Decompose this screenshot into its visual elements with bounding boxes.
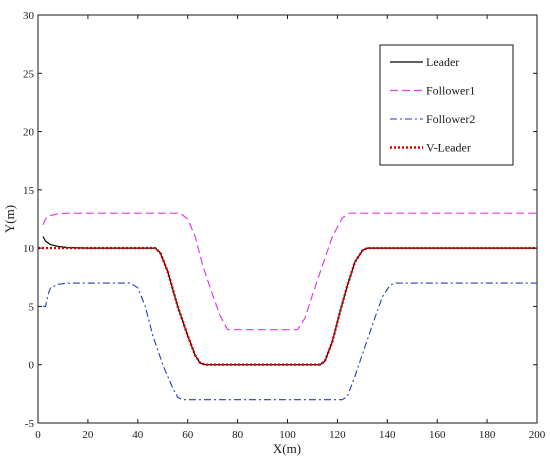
legend-label-follower2: Follower2: [426, 112, 475, 126]
y-tick-label: 20: [23, 127, 35, 139]
series-line-follower1: [42, 212, 537, 331]
y-tick-label: 0: [29, 360, 35, 372]
series-line-v-leader: [38, 246, 537, 366]
legend-label-leader: Leader: [426, 55, 459, 69]
x-tick-label: 160: [429, 429, 446, 441]
x-tick-label: 100: [279, 429, 296, 441]
x-tick-label: 40: [132, 429, 144, 441]
legend-box: [379, 44, 514, 166]
y-axis-label: Y(m): [2, 205, 17, 233]
y-tick-label: -5: [25, 418, 35, 430]
legend-label-v-leader: V-Leader: [426, 141, 471, 155]
y-tick-label: 5: [29, 301, 35, 313]
x-axis-label: X(m): [273, 441, 301, 456]
x-tick-label: 140: [379, 429, 396, 441]
x-tick-label: 60: [182, 429, 194, 441]
series-layer: [38, 212, 537, 401]
x-tick-label: 20: [82, 429, 94, 441]
x-tick-label: 120: [329, 429, 346, 441]
x-tick-label: 0: [35, 429, 41, 441]
x-tick-label: 180: [479, 429, 496, 441]
y-tick-label: 25: [23, 68, 35, 80]
x-tick-label: 80: [232, 429, 244, 441]
y-tick-label: 10: [23, 243, 35, 255]
x-tick-label: 200: [529, 429, 546, 441]
legend: Leader Follower1 Follower2 V-Leader: [379, 44, 514, 166]
ticks-layer: 0 20 40 60 80 100 120 140 160 180 200-505101520253…: [23, 10, 546, 441]
y-tick-label: 30: [23, 10, 35, 22]
legend-label-follower1: Follower1: [426, 84, 475, 98]
y-tick-label: 15: [23, 185, 35, 197]
